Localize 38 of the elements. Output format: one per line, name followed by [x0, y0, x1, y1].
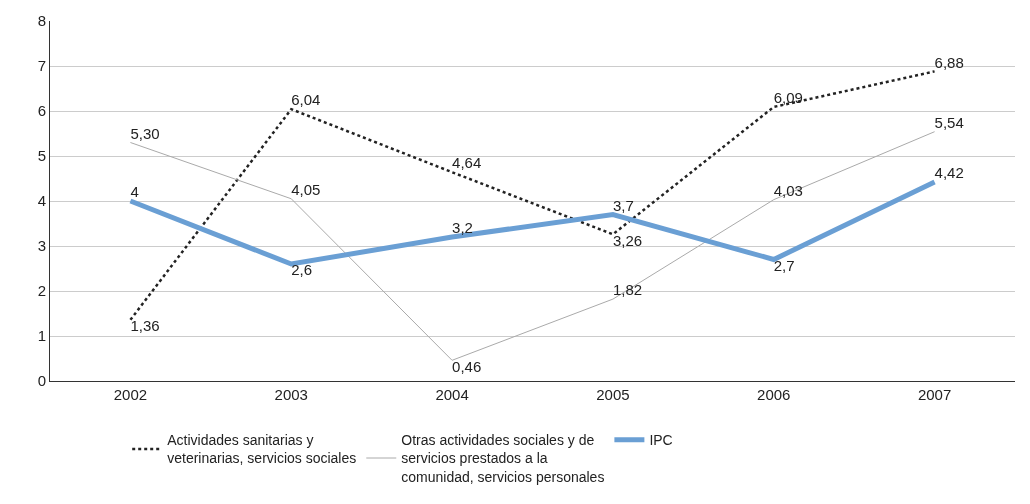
- data-label: 1,36: [130, 317, 160, 335]
- y-tick-label: 1: [37, 327, 46, 345]
- y-tick-label: 5: [37, 147, 46, 165]
- data-label: 3,26: [612, 231, 643, 249]
- line-series: [129, 70, 936, 322]
- data-label: 4,05: [291, 181, 321, 198]
- data-label: 4,64: [452, 154, 482, 172]
- legend-label: Otras actividades sociales y de servicios prestados a la comunidad, servicios personales: [401, 432, 605, 485]
- data-label: 6,88: [934, 53, 964, 71]
- y-tick-label: 2: [37, 282, 46, 300]
- line-series: [129, 131, 936, 361]
- y-tick-label: 3: [37, 237, 46, 255]
- data-label: 0,46: [452, 357, 482, 375]
- data-label: 1,82: [612, 281, 643, 299]
- x-tick-label: 2003: [274, 386, 308, 403]
- data-label: 6,09: [773, 89, 803, 107]
- data-label: 2,6: [291, 261, 313, 279]
- data-label: 6,04: [291, 91, 321, 109]
- y-tick-label: 4: [37, 192, 46, 210]
- data-label: 5,30: [130, 124, 160, 142]
- data-label: 4: [130, 183, 139, 201]
- y-tick-label: 8: [37, 12, 46, 30]
- data-label: 4,42: [934, 164, 964, 182]
- x-tick-label: 2007: [917, 386, 952, 403]
- x-tick-label: 2006: [757, 386, 791, 403]
- legend-label: IPC: [649, 432, 673, 449]
- x-tick-label: 2002: [113, 386, 148, 403]
- y-tick-label: 7: [37, 57, 46, 75]
- data-label: 2,7: [773, 256, 795, 274]
- x-tick-label: 2004: [435, 386, 469, 403]
- y-tick-label: 6: [37, 102, 46, 120]
- data-label: 3,7: [612, 196, 634, 214]
- x-tick-label: 2005: [596, 386, 630, 403]
- legend-label: Actividades sanitarias y veterinarias, servicios sociales: [167, 432, 357, 467]
- y-tick-label: 0: [37, 372, 46, 390]
- data-label: 3,2: [452, 219, 473, 237]
- data-label: 4,03: [773, 181, 803, 199]
- data-label: 5,54: [934, 113, 964, 131]
